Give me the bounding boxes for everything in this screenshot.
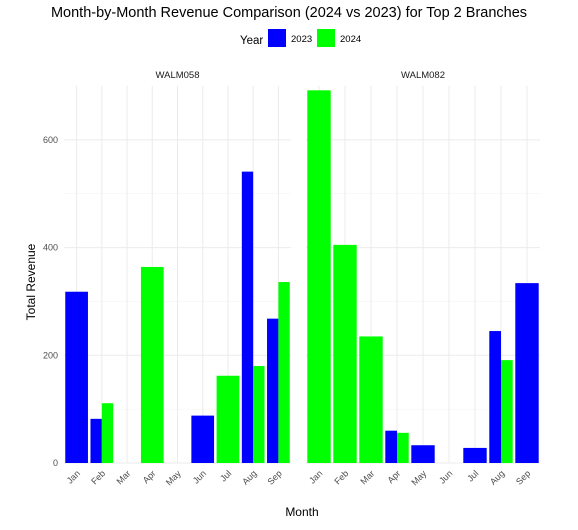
bar-walm058-apr-2024 — [140, 266, 164, 463]
x-tick-label: Feb — [332, 468, 350, 486]
bar-walm058-jun-2023 — [191, 415, 215, 463]
x-tick-label: Jan — [65, 468, 82, 485]
bar-walm058-feb-2024 — [101, 403, 114, 463]
x-tick-label: Apr — [385, 468, 402, 485]
y-axis-title: Total Revenue — [24, 243, 38, 320]
bar-walm082-apr-2024 — [397, 432, 409, 463]
bar-walm058-feb-2023 — [90, 418, 102, 463]
bar-walm058-sep-2024 — [278, 282, 290, 463]
legend-label-2024: 2024 — [340, 34, 361, 45]
x-tick-label: Mar — [358, 468, 376, 486]
strip-label: WALM082 — [401, 70, 445, 81]
x-tick-label: Jan — [307, 468, 324, 485]
legend-title: Year — [240, 35, 263, 47]
panel-walm082: WALM082 Jan Feb Mar Apr May Jun Jul Aug Sep — [306, 70, 540, 487]
bar-walm082-feb-2024 — [333, 244, 357, 463]
bar-walm082-mar-2024 — [359, 336, 383, 463]
bar-walm058-sep-2023 — [267, 318, 279, 463]
y-tick-label: 0 — [53, 458, 58, 468]
y-tick-label: 200 — [43, 350, 58, 360]
y-tick-label: 400 — [43, 243, 58, 253]
bar-walm082-aug-2024 — [501, 360, 513, 463]
legend-swatch-2024 — [317, 29, 335, 47]
bar-walm058-jan-2023 — [65, 291, 88, 463]
y-tick-label: 600 — [43, 135, 58, 145]
bar-walm082-apr-2023 — [385, 430, 397, 463]
bar-walm082-jan-2024 — [307, 90, 331, 463]
bar-walm082-aug-2023 — [489, 331, 501, 463]
legend-swatch-2023 — [268, 29, 286, 47]
x-tick-label: Feb — [89, 468, 107, 486]
x-tick-label: Aug — [488, 468, 506, 486]
bar-walm082-jul-2023 — [463, 447, 487, 463]
x-tick-label: Sep — [514, 468, 532, 486]
x-tick-label: Jul — [218, 468, 233, 483]
panel-walm058: WALM058 Jan Feb Mar Apr May Jun Jul Aug Sep 0 200 40… — [43, 70, 291, 487]
x-tick-label: May — [164, 468, 183, 487]
x-tick-label: May — [409, 468, 428, 487]
bar-walm058-jul-2024 — [216, 375, 240, 463]
strip-label: WALM058 — [156, 70, 200, 81]
bar-walm082-may-2023 — [411, 445, 435, 463]
legend-label-2023: 2023 — [291, 34, 312, 45]
x-tick-label: Mar — [114, 468, 132, 486]
chart-title: Month-by-Month Revenue Comparison (2024 … — [51, 5, 527, 21]
legend: Year 2023 2024 — [240, 29, 361, 47]
x-tick-label: Jul — [465, 468, 480, 483]
bar-walm082-sep-2023 — [515, 283, 539, 463]
facet-panels: WALM058 Jan Feb Mar Apr May Jun Jul Aug Sep 0 200 40… — [43, 70, 540, 487]
bar-walm058-aug-2023 — [241, 171, 254, 463]
x-tick-label: Apr — [141, 468, 158, 485]
bar-walm058-aug-2024 — [253, 366, 265, 463]
x-tick-label: Jun — [437, 468, 454, 485]
x-tick-label: Aug — [240, 468, 258, 486]
x-axis-title: Month — [285, 505, 318, 519]
x-tick-label: Sep — [265, 468, 283, 486]
x-tick-label: Jun — [191, 468, 208, 485]
